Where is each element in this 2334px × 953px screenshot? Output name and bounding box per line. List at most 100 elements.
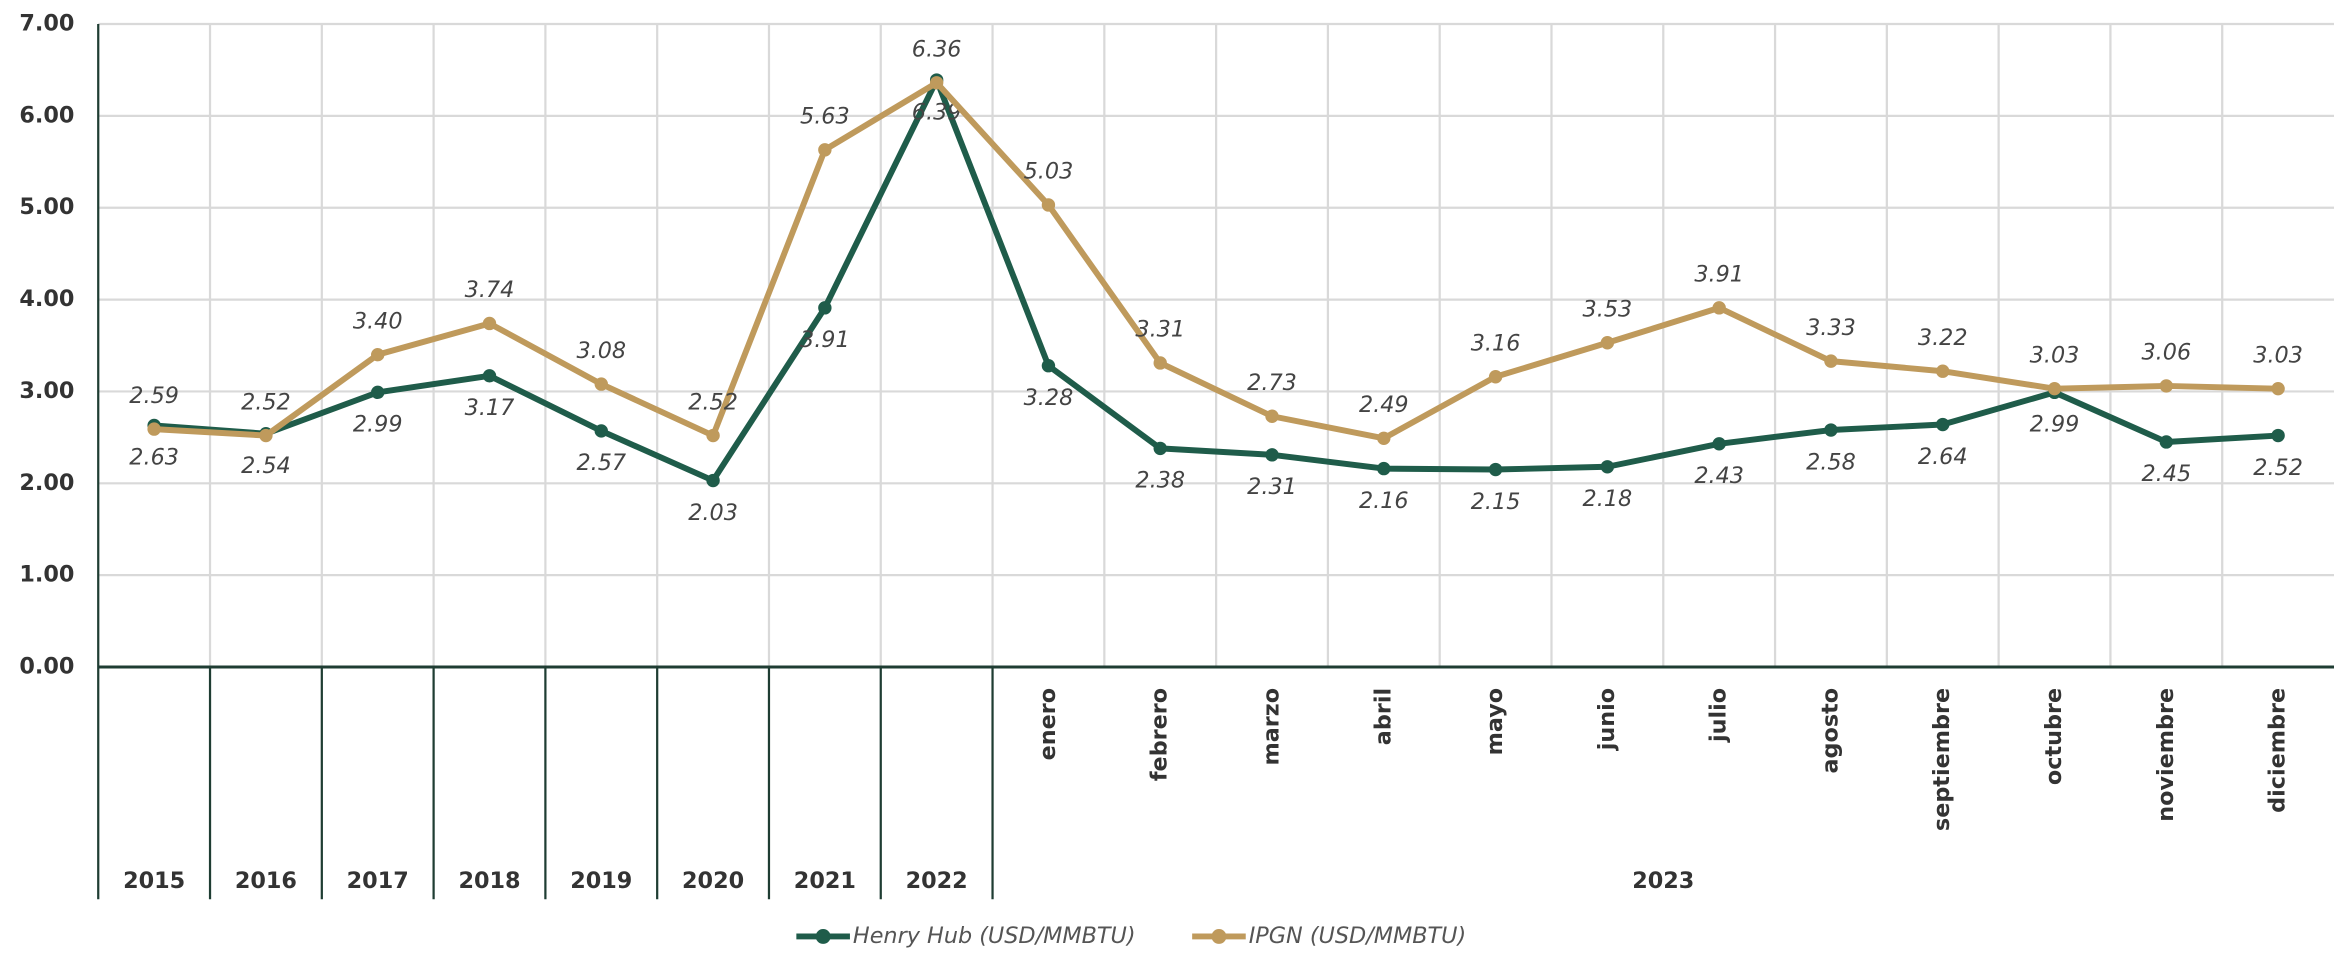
value-label: 3.16 [1471,330,1521,356]
x-tick-label: 2016 [235,868,297,894]
series-line [153,77,2279,484]
value-label: 3.08 [576,338,626,364]
x-tick-label: julio [1706,688,1732,743]
value-label: 2.49 [1359,392,1409,418]
value-label: 2.63 [129,445,179,471]
value-label: 2.52 [241,389,291,415]
point [1488,370,1503,384]
point [1824,423,1838,437]
point [482,316,497,331]
point [594,377,608,391]
y-tick-label: 0.00 [19,654,74,680]
value-label: 3.28 [1024,385,1074,411]
value-label: 2.52 [688,389,738,415]
x-tick-label: mayo [1482,688,1508,756]
value-label: 3.03 [2030,342,2080,368]
point [818,301,832,315]
x-tick-label: 2020 [682,868,744,894]
point [2271,428,2285,443]
y-tick-label: 3.00 [19,378,74,404]
point [1824,354,1838,368]
value-label: 3.06 [2141,340,2191,366]
point [482,369,497,383]
value-label: 2.15 [1471,489,1521,515]
x-tick-label: noviembre [2153,688,2179,822]
point [2047,381,2062,396]
point [1936,364,1950,378]
value-label: 2.54 [241,453,291,479]
point [371,347,385,362]
series-line [153,79,2279,442]
group-label: 2023 [1632,868,1694,894]
point [1488,462,1503,477]
legend-dot [815,929,831,944]
x-tick-label: febrero [1147,688,1173,781]
point [706,473,720,488]
point [1041,359,1056,373]
point [371,385,385,400]
point [1936,417,1950,432]
point [1153,441,1167,456]
x-tick-label: 2017 [347,868,409,894]
value-label: 2.16 [1359,488,1409,514]
point [2159,435,2174,449]
value-label: 3.22 [1918,325,1968,351]
value-label: 6.36 [912,37,962,63]
value-label: 2.64 [1918,444,1968,470]
value-label: 5.03 [1024,159,1074,185]
point [1265,448,1279,462]
x-tick-label: abril [1370,688,1396,745]
y-tick-label: 6.00 [19,102,74,128]
x-tick-label: 2019 [570,868,632,894]
point [259,428,273,443]
x-tick-label: junio [1594,688,1620,751]
point [147,422,161,436]
value-label: 2.73 [1247,370,1297,396]
x-tick-label: 2021 [794,868,856,894]
x-tick-label: 2018 [458,868,520,894]
point [929,76,944,90]
point [1712,437,1726,451]
y-tick-label: 7.00 [19,10,74,36]
value-label: 3.31 [1135,317,1185,343]
point [1600,336,1615,350]
value-label: 2.45 [2141,461,2191,487]
y-tick-label: 4.00 [19,286,74,312]
point [1377,461,1391,476]
point [594,424,608,438]
x-tick-label: enero [1035,688,1061,760]
point [818,143,832,157]
legend-label: IPGN (USD/MMBTU) [1249,923,1466,949]
x-tick-label: agosto [1817,688,1843,774]
value-label: 3.91 [800,327,850,353]
value-label: 2.59 [129,383,179,409]
point [2159,379,2174,393]
value-label: 2.52 [2253,455,2303,481]
value-label: 3.74 [465,277,515,303]
x-tick-label: 2015 [123,868,185,894]
point [1712,301,1726,315]
x-tick-label: octubre [2041,688,2067,785]
value-label: 2.31 [1247,474,1297,500]
value-label: 2.18 [1583,486,1633,512]
value-label: 2.58 [1806,449,1856,475]
point [1265,409,1279,423]
value-label: 2.99 [353,412,403,438]
point [1041,198,1056,212]
legend-label: Henry Hub (USD/MMBTU) [853,923,1136,949]
value-label: 2.38 [1135,468,1185,494]
point [1600,460,1615,474]
value-label: 3.91 [1694,262,1744,288]
value-label: 5.63 [800,104,850,130]
value-label: 2.99 [2030,412,2080,438]
value-label: 3.17 [465,395,515,421]
point [2271,381,2285,396]
value-label: 2.03 [688,500,738,526]
x-tick-label: diciembre [2265,688,2291,813]
value-label: 2.57 [576,450,626,476]
value-label: 3.40 [353,308,403,334]
value-label: 3.03 [2253,342,2303,368]
x-tick-label: marzo [1259,688,1285,766]
y-tick-label: 2.00 [19,470,74,496]
